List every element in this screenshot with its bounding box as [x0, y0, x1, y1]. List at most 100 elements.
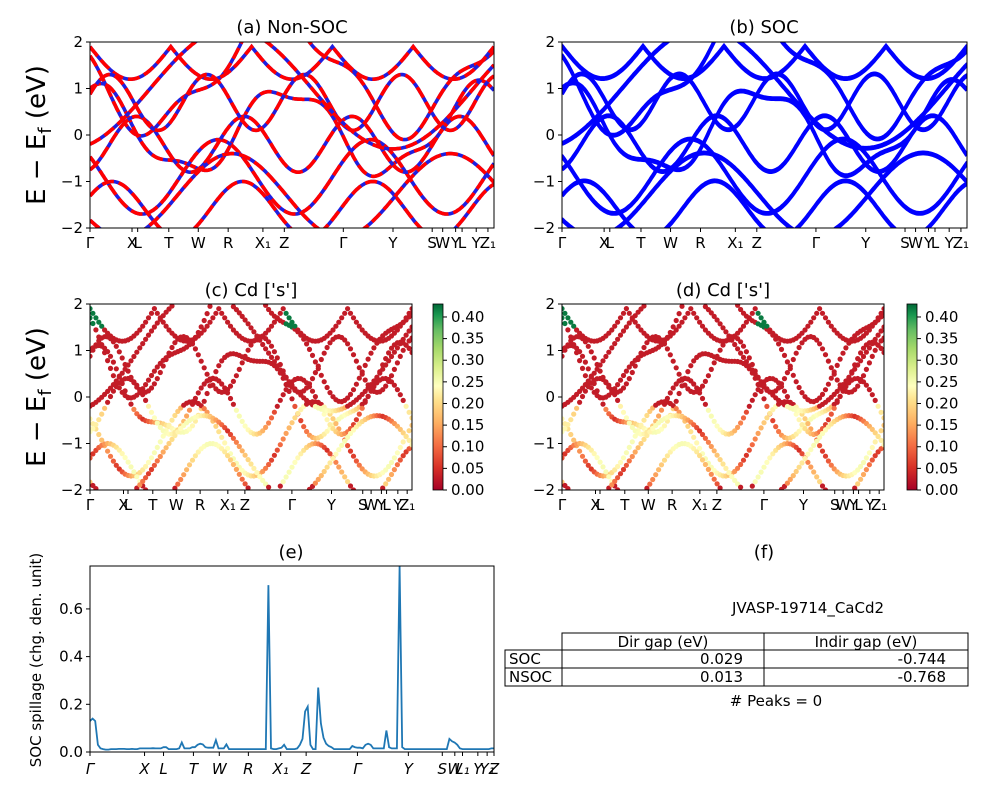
panel-d-colorbar-tick: 0.40	[925, 308, 958, 326]
panel-c-point	[230, 378, 236, 384]
panel-d-point	[641, 304, 647, 309]
panel-d-point	[749, 483, 755, 489]
panel-c-point	[113, 366, 119, 372]
panel-c-point	[227, 323, 234, 329]
panel-d-point	[653, 472, 659, 478]
panel-b-xtick: Y	[923, 234, 934, 252]
panel-c-xtick: X₁	[220, 496, 236, 514]
panel-c-colorbar-tick: 0.20	[451, 394, 484, 412]
panel-d-point	[571, 323, 577, 329]
panel-c-point	[154, 420, 160, 426]
panel-d-point	[615, 487, 621, 490]
panel-b-xtick: Y	[860, 234, 871, 252]
panel-c-point	[105, 399, 111, 405]
panel-c-point	[342, 310, 348, 316]
panel-d-point	[705, 407, 712, 413]
panel-d-point	[834, 377, 840, 383]
panel-d-colorbar: 0.00 0.05 0.10 0.15 0.20 0.25 0.30 0.35 0.40	[906, 303, 958, 499]
panel-c-point	[400, 430, 406, 436]
panel-d-point	[805, 421, 811, 427]
panel-c-point	[145, 377, 152, 383]
panel-c-point	[374, 374, 380, 380]
panel-c-point	[151, 324, 157, 330]
material-id: JVASP-19714_CaCd2	[731, 599, 884, 618]
panel-d-point	[702, 461, 709, 468]
panel-d-point	[825, 458, 832, 464]
panel-e-xtick: L	[159, 760, 167, 778]
panel-c-point	[227, 383, 234, 389]
panel-d-point	[562, 416, 565, 422]
panel-c-point	[204, 371, 210, 377]
panel-c-point	[110, 359, 116, 365]
panel-d-point	[802, 455, 808, 462]
panel-b-xtick: Z₁	[953, 234, 969, 252]
panel-d-point	[579, 453, 586, 459]
panel-c-point	[201, 365, 207, 371]
panel-d-point	[714, 481, 720, 487]
panel-d-point	[784, 370, 791, 376]
panel-c-point	[99, 323, 105, 329]
panel-d-point	[591, 355, 597, 361]
panel-d-point	[863, 467, 870, 473]
panel-a-band-line-dashed	[90, 137, 494, 216]
panel-e-title: (e)	[278, 542, 303, 563]
panel-c-point	[148, 310, 155, 316]
panel-d-point	[571, 411, 577, 417]
panel-d-point	[574, 345, 580, 351]
panel-c-point	[172, 485, 178, 490]
panel-c-point	[90, 455, 93, 461]
panel-c-point	[140, 323, 146, 329]
panel-c-point	[263, 346, 269, 352]
panel-c-point	[394, 450, 400, 456]
panel-c-point	[236, 310, 242, 316]
panel-d-point	[688, 363, 694, 369]
panel-c-point	[236, 443, 242, 450]
panel-d-point	[746, 363, 752, 369]
panel-e-xtick: Γ	[353, 760, 363, 778]
panel-c-point	[248, 342, 254, 348]
panel-d-point	[872, 336, 878, 342]
panel-d-point	[644, 340, 650, 346]
panel-d-point	[817, 341, 823, 347]
panel-d-point	[755, 310, 761, 316]
table-row-soc-indir: -0.744	[898, 650, 946, 668]
panel-d-point	[764, 403, 770, 409]
panel-d-point	[699, 457, 706, 463]
panel-c-point	[186, 426, 193, 432]
panel-d-point	[866, 345, 873, 351]
panel-c-point	[143, 397, 149, 403]
panel-d-point	[778, 346, 785, 352]
panel-d-point	[620, 310, 627, 316]
panel-d-point	[738, 327, 744, 333]
panel-d-point	[881, 306, 884, 312]
panel-c-point	[242, 317, 248, 323]
panel-c-point	[113, 378, 119, 384]
panel-b-band-line-split	[562, 42, 967, 149]
panel-c-point	[400, 347, 406, 353]
panel-c-point	[268, 343, 275, 349]
panel-c-point	[406, 328, 412, 334]
panel-d-point	[626, 310, 632, 316]
table-row-soc-label: SOC	[509, 650, 541, 668]
panel-c-point	[128, 374, 134, 380]
panel-a-band-line-dashed	[90, 151, 494, 228]
panel-c-point	[245, 457, 251, 463]
panel-b-band-line-split	[562, 136, 967, 214]
panel-d-point	[817, 479, 823, 485]
panel-c-point	[289, 382, 295, 388]
panel-c-point	[315, 363, 321, 369]
panel-c-point	[148, 409, 155, 415]
panel-c-point	[330, 455, 336, 462]
panel-c-point	[102, 405, 108, 411]
panel-c-point	[301, 424, 307, 430]
panel-d-colorbar-tick: 0.05	[925, 459, 958, 477]
panel-c-point	[353, 358, 359, 364]
panel-c-point	[163, 323, 169, 329]
panel-d-point	[577, 448, 583, 454]
panel-d-point	[743, 359, 750, 365]
panel-d-point	[623, 415, 630, 421]
panel-d-point	[679, 319, 685, 325]
panel-d-point	[691, 381, 697, 387]
panel-c-point	[251, 465, 257, 471]
panel-c-point	[347, 391, 354, 397]
